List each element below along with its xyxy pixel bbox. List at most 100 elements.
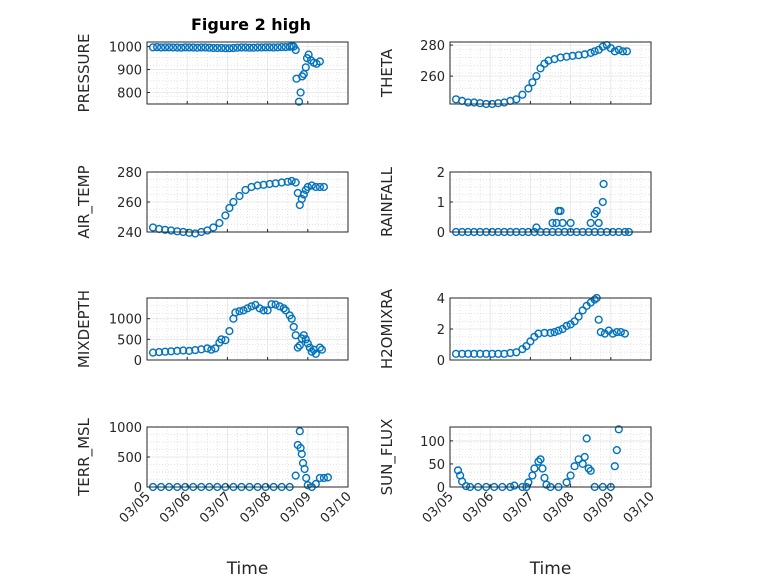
data-point xyxy=(528,471,537,480)
data-point xyxy=(319,473,329,483)
data-point xyxy=(536,455,545,464)
data-point xyxy=(173,43,182,52)
y-tick-label: 0 xyxy=(437,226,445,241)
data-point xyxy=(217,335,226,344)
y-tick-label: 2 xyxy=(437,323,445,338)
data-point xyxy=(201,43,210,52)
data-point xyxy=(614,45,623,54)
data-point xyxy=(197,43,206,52)
y-axis-label: RAINFALL xyxy=(378,166,396,237)
data-point xyxy=(570,462,579,471)
panel-theta: 260 280 THETA xyxy=(378,39,652,109)
data-point xyxy=(598,197,607,207)
data-point xyxy=(582,434,591,443)
data-point xyxy=(618,47,628,56)
data-point xyxy=(494,349,503,358)
data-point xyxy=(512,95,521,104)
y-axis-label: PRESSURE xyxy=(75,34,93,113)
data-point xyxy=(594,315,603,324)
data-point xyxy=(598,42,607,51)
data-point xyxy=(303,481,312,490)
data-point xyxy=(197,345,206,354)
data-point xyxy=(185,43,194,52)
y-tick-label: 800 xyxy=(117,87,142,102)
data-point xyxy=(586,466,595,475)
data-point xyxy=(536,64,545,73)
data-point xyxy=(307,181,316,190)
data-point xyxy=(177,43,186,52)
data-point xyxy=(291,178,300,187)
y-tick-label: 240 xyxy=(117,226,142,241)
data-point xyxy=(562,321,571,331)
data-point xyxy=(570,317,579,326)
data-point xyxy=(261,43,270,52)
data-point xyxy=(277,178,286,187)
panel-mixdepth: 0 500 1000 MIXDEPTH xyxy=(75,290,349,369)
data-point xyxy=(568,51,577,61)
data-point xyxy=(253,43,262,52)
data-point xyxy=(231,308,240,317)
data-point xyxy=(512,348,521,357)
data-point xyxy=(153,42,162,52)
data-point xyxy=(221,336,230,345)
data-point xyxy=(253,181,262,190)
data-point xyxy=(528,78,537,87)
y-tick-label: 260 xyxy=(117,196,142,211)
data-point xyxy=(532,223,541,232)
data-point xyxy=(269,43,278,52)
y-tick-label: 100 xyxy=(420,435,445,450)
axes-box xyxy=(146,297,349,361)
data-point xyxy=(580,452,589,462)
y-tick-label: 280 xyxy=(117,166,142,181)
data-point xyxy=(482,349,491,358)
data-point xyxy=(155,348,164,357)
data-point xyxy=(235,307,244,316)
data-point xyxy=(462,482,471,491)
data-point xyxy=(181,43,190,52)
data-point xyxy=(315,182,325,192)
data-point xyxy=(161,347,170,356)
data-point xyxy=(245,43,254,52)
data-point xyxy=(453,466,463,475)
y-tick-label: 1 xyxy=(437,196,445,211)
data-point xyxy=(265,179,274,189)
data-point xyxy=(550,328,559,337)
data-point xyxy=(211,344,220,353)
data-point xyxy=(169,43,178,52)
data-point xyxy=(241,43,250,52)
data-point xyxy=(263,306,272,315)
data-point xyxy=(209,223,218,232)
data-point xyxy=(506,348,515,358)
data-point xyxy=(458,477,467,486)
data-point xyxy=(293,343,302,352)
data-point xyxy=(303,182,312,192)
y-axis-label: TERR_MSL xyxy=(75,417,94,496)
data-point xyxy=(464,98,473,107)
data-point xyxy=(518,90,527,99)
data-point xyxy=(279,304,288,313)
data-point xyxy=(296,88,305,97)
panel-h2omixra: 0 2 4 H2OMIXRA xyxy=(378,288,652,369)
axes-box xyxy=(449,41,652,105)
data-point xyxy=(294,97,304,106)
data-point xyxy=(207,345,216,354)
data-point xyxy=(303,339,312,348)
data-point xyxy=(610,462,619,471)
data-point xyxy=(562,478,571,487)
data-point xyxy=(307,347,316,356)
data-point xyxy=(300,464,309,474)
data-point xyxy=(319,182,329,192)
data-point xyxy=(522,342,531,351)
data-point xyxy=(297,194,306,204)
y-tick-label: 260 xyxy=(420,70,445,85)
data-point xyxy=(237,43,246,52)
y-axis-label: AIR_TEMP xyxy=(75,165,94,238)
data-point xyxy=(542,480,551,489)
data-point xyxy=(233,43,242,52)
data-point xyxy=(586,218,595,228)
data-point xyxy=(317,345,327,354)
y-axis-label: H2OMIXRA xyxy=(378,288,396,369)
